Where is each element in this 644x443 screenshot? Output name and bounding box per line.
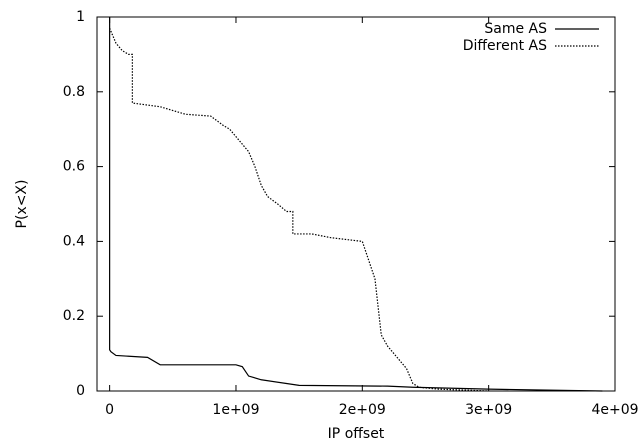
x-tick-label: 4e+09	[591, 402, 638, 418]
y-tick-label: 1	[76, 9, 85, 25]
x-axis-label: IP offset	[328, 426, 385, 442]
y-tick-label: 0.2	[63, 308, 85, 324]
legend-label: Different AS	[463, 38, 547, 54]
y-tick-label: 0	[76, 383, 85, 399]
y-tick-label: 0.6	[63, 159, 85, 175]
x-tick-label: 0	[105, 402, 114, 418]
x-tick-label: 1e+09	[212, 402, 259, 418]
x-tick-label: 3e+09	[465, 402, 512, 418]
y-axis-label: P(x<X)	[14, 180, 30, 229]
legend-label: Same AS	[484, 21, 547, 37]
series-line	[109, 17, 603, 392]
y-tick-label: 0.8	[63, 84, 85, 100]
plot-frame	[96, 16, 616, 392]
x-tick-label: 2e+09	[339, 402, 386, 418]
series-line	[109, 27, 489, 392]
y-tick-label: 0.4	[63, 233, 85, 249]
